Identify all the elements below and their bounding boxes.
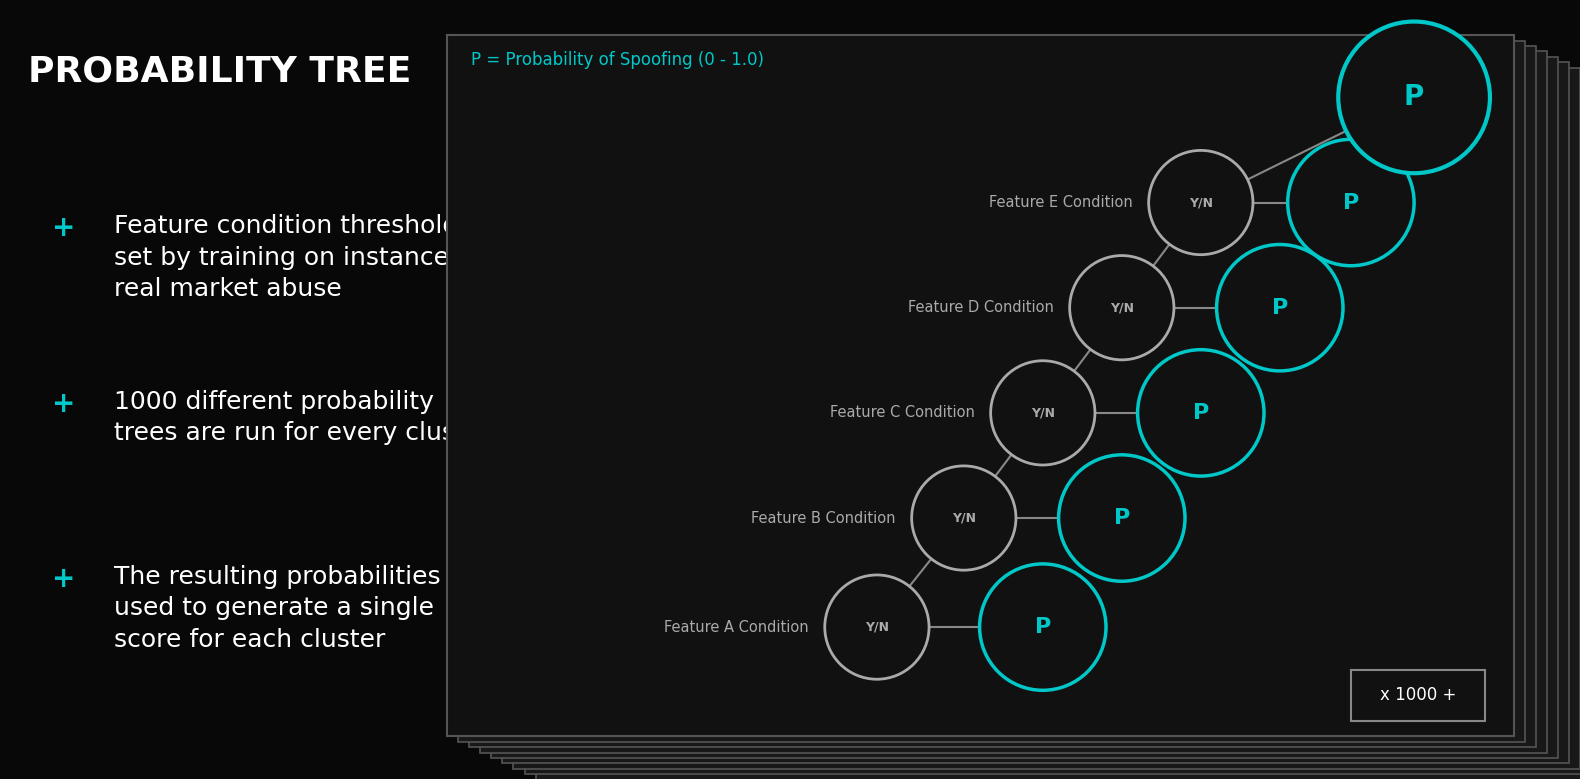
FancyBboxPatch shape [491,57,1558,758]
Text: Feature condition thresholds
set by training on instances of
real market abuse: Feature condition thresholds set by trai… [114,214,495,301]
Ellipse shape [980,564,1106,690]
FancyBboxPatch shape [480,51,1547,753]
Text: Y/N: Y/N [1188,196,1213,209]
Text: Feature C Condition: Feature C Condition [830,405,975,421]
Text: x 1000 +: x 1000 + [1379,686,1457,704]
Text: +: + [52,390,76,418]
Text: Feature D Condition: Feature D Condition [908,300,1054,315]
FancyBboxPatch shape [447,35,1514,736]
Ellipse shape [1338,22,1490,173]
Ellipse shape [825,575,929,679]
FancyBboxPatch shape [536,79,1580,779]
Text: Feature A Condition: Feature A Condition [664,619,809,635]
Text: +: + [52,214,76,242]
Text: Feature B Condition: Feature B Condition [752,510,896,526]
Ellipse shape [1138,350,1264,476]
Text: P: P [1272,298,1288,318]
FancyBboxPatch shape [525,73,1580,774]
FancyBboxPatch shape [458,41,1525,742]
Ellipse shape [1070,256,1174,360]
Text: P: P [1114,508,1130,528]
Text: P: P [1343,192,1359,213]
Text: Y/N: Y/N [951,512,976,524]
Ellipse shape [1059,455,1185,581]
Text: P: P [1193,403,1209,423]
Text: Y/N: Y/N [864,621,890,633]
Text: Y/N: Y/N [1030,407,1055,419]
Text: P = Probability of Spoofing (0 - 1.0): P = Probability of Spoofing (0 - 1.0) [471,51,763,69]
Ellipse shape [1288,139,1414,266]
Text: Y/N: Y/N [1109,301,1134,314]
FancyBboxPatch shape [514,68,1580,769]
Text: P: P [1035,617,1051,637]
Ellipse shape [1217,245,1343,371]
Ellipse shape [1149,150,1253,255]
Text: Feature E Condition: Feature E Condition [989,195,1133,210]
Ellipse shape [912,466,1016,570]
Text: PROBABILITY TREE: PROBABILITY TREE [28,55,412,89]
Text: P: P [1405,83,1424,111]
Text: 1000 different probability
trees are run for every cluster: 1000 different probability trees are run… [114,390,490,445]
FancyBboxPatch shape [502,62,1569,763]
Ellipse shape [991,361,1095,465]
Text: The resulting probabilities are
used to generate a single
score for each cluster: The resulting probabilities are used to … [114,565,488,652]
Text: +: + [52,565,76,593]
FancyBboxPatch shape [469,46,1536,747]
FancyBboxPatch shape [1351,670,1485,721]
